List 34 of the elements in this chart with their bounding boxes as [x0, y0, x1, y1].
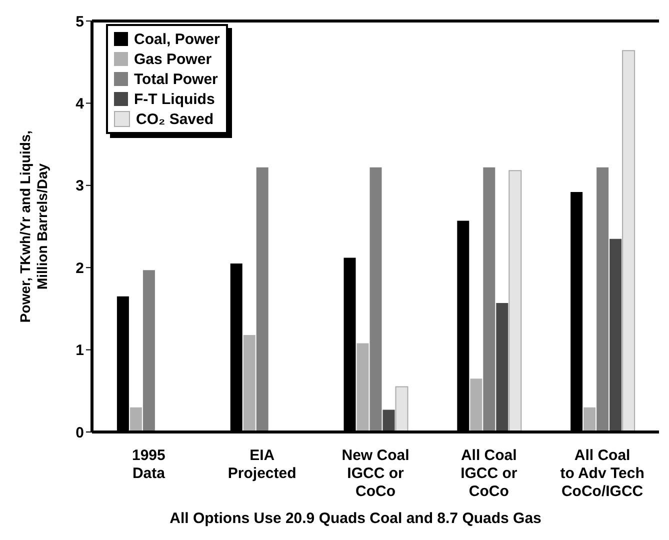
- y-tick-label: 5: [76, 13, 84, 30]
- bar: [584, 407, 596, 432]
- bar: [382, 410, 395, 432]
- bar: [356, 343, 369, 432]
- x-tick-label: All Coal IGCC or CoCo: [460, 447, 518, 500]
- y-tick-label: 1: [76, 342, 84, 360]
- x-tick-label: EIA Projected: [228, 447, 296, 482]
- bar: [142, 270, 155, 432]
- y-tick-label: 0: [76, 424, 84, 442]
- y-axis-title: Power, TKwh/Yr and Liquids, Million Barrels/Day: [17, 130, 50, 323]
- y-tick-label: 3: [76, 178, 84, 195]
- bar: [256, 167, 268, 432]
- legend-label: Total Power: [134, 70, 218, 88]
- bar: [622, 50, 636, 432]
- bar: [610, 238, 622, 432]
- x-tick-label: New Coal IGCC or CoCo: [342, 447, 410, 500]
- legend-label: Gas Power: [134, 50, 212, 68]
- legend-label: F-T Liquids: [134, 90, 215, 108]
- bar: [130, 407, 142, 432]
- bar: [470, 378, 482, 432]
- x-axis-title: All Options Use 20.9 Quads Coal and 8.7 Quads Gas: [170, 510, 542, 527]
- y-tick-label: 4: [76, 96, 85, 113]
- bar: [508, 170, 522, 432]
- y-tick-label: 2: [76, 260, 84, 277]
- bar: [596, 167, 609, 432]
- legend-label: CO₂ Saved: [136, 110, 214, 128]
- x-tick-label: All Coal to Adv Tech CoCo/IGCC: [560, 447, 644, 500]
- bar: [395, 386, 408, 432]
- bar: [483, 167, 496, 432]
- legend-label: Coal, Power: [134, 30, 220, 48]
- bar: [496, 302, 508, 432]
- x-tick-label: 1995 Data: [132, 447, 166, 482]
- bar: [370, 167, 382, 432]
- bar: [243, 335, 256, 432]
